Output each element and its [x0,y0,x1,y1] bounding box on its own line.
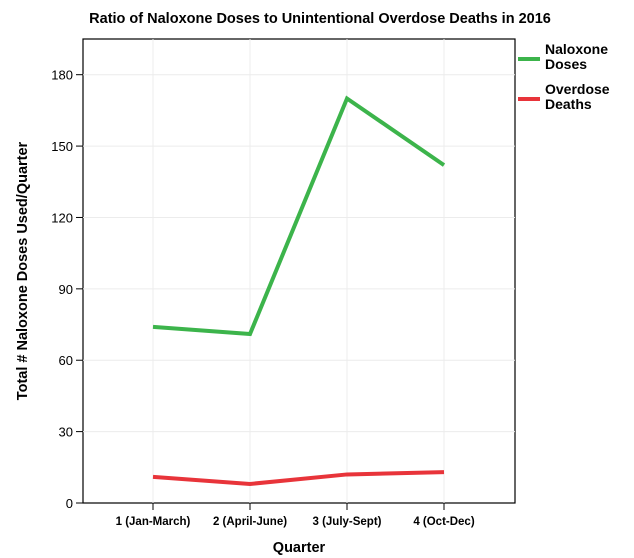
x-tick-label: 1 (Jan-March) [116,516,191,528]
legend-label: Overdose [545,81,610,97]
x-axis-label: Quarter [273,540,326,556]
x-tick-label: 4 (Oct-Dec) [413,516,475,528]
series-line-1 [152,470,445,486]
chart-title: Ratio of Naloxone Doses to Unintentional… [89,11,551,27]
y-tick-label: 0 [66,496,73,511]
plot-area: 0 30 60 90 120 150 180 1 (Jan-March) 2 (April-J… [51,38,516,528]
x-tick-label: 2 (April-June) [213,516,287,528]
y-tick-label: 60 [59,353,73,368]
legend-label: Naloxone [545,41,608,57]
series-line-0 [152,95,446,337]
y-tick-label: 180 [51,68,73,83]
y-tick-label: 30 [59,425,73,440]
plot-frame [82,38,516,504]
legend-label: Doses [545,56,587,72]
y-axis-label: Total # Naloxone Doses Used/Quarter [15,141,31,400]
y-axis: 0 30 60 90 120 150 180 [51,68,83,511]
legend-label: Deaths [545,96,592,112]
y-tick-label: 120 [51,210,73,225]
y-tick-label: 90 [59,282,73,297]
grid [83,39,515,503]
y-tick-label: 150 [51,139,73,154]
x-tick-label: 3 (July-Sept) [312,516,381,528]
series-lines [152,95,446,486]
x-axis: 1 (Jan-March) 2 (April-June) 3 (July-Sept)… [116,503,475,528]
